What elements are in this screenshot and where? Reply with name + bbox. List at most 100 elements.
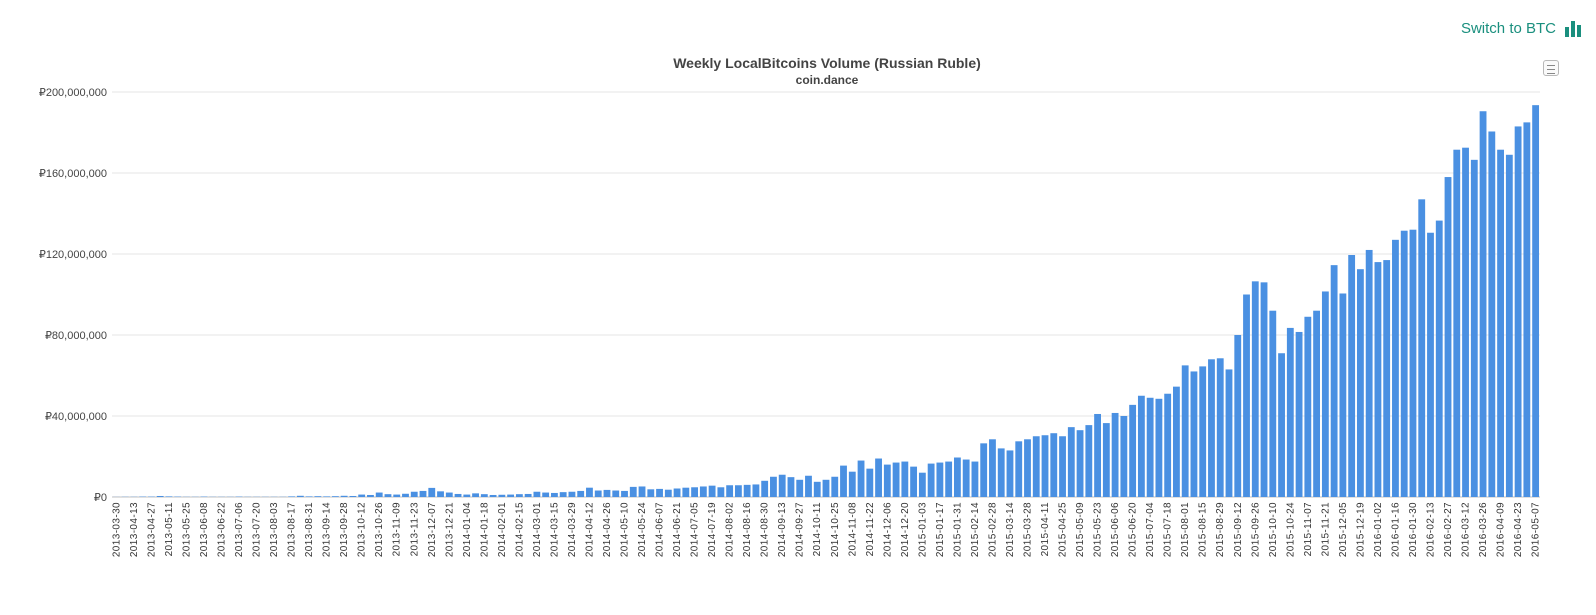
x-tick-label: 2014-04-26: [602, 502, 613, 557]
x-tick-label: 2013-04-13: [129, 502, 140, 557]
bar: [1505, 154, 1513, 497]
chart-subtitle: coin.dance: [796, 73, 859, 87]
bar: [936, 462, 944, 497]
x-tick-label: 2014-06-21: [672, 502, 683, 557]
x-tick-label: 2014-11-22: [865, 502, 876, 556]
bar: [612, 490, 620, 497]
bar: [813, 481, 821, 497]
bar: [472, 493, 479, 497]
bar: [752, 484, 760, 497]
bar: [1435, 220, 1443, 497]
x-tick-label: 2014-06-07: [655, 502, 666, 557]
bar: [1365, 249, 1373, 497]
x-tick-label: 2015-11-21: [1320, 502, 1331, 556]
x-tick-label: 2013-08-17: [287, 502, 298, 557]
x-tick-label: 2015-01-31: [952, 502, 963, 557]
bar: [367, 494, 374, 497]
x-tick-label: 2015-07-04: [1145, 502, 1156, 557]
bar: [165, 496, 173, 497]
x-tick-label: 2013-05-11: [164, 502, 175, 556]
x-tick-label: 2014-09-13: [777, 502, 788, 557]
bar: [1041, 435, 1049, 497]
bar: [533, 491, 541, 497]
bar: [848, 471, 856, 497]
x-tick-label: 2016-05-07: [1531, 502, 1542, 557]
x-tick-label: 2015-08-01: [1180, 502, 1191, 557]
y-tick-label: ₽80,000,000: [45, 330, 107, 342]
x-tick-label: 2015-10-10: [1268, 502, 1279, 557]
x-tick-label: 2014-03-29: [567, 502, 578, 557]
chart-title: Weekly LocalBitcoins Volume (Russian Rub…: [673, 55, 981, 71]
chart-menu-button[interactable]: [1543, 60, 1559, 76]
y-tick-label: ₽160,000,000: [39, 168, 107, 180]
bar: [524, 493, 532, 497]
x-tick-label: 2014-08-16: [742, 502, 753, 557]
x-tick-label: 2014-07-19: [707, 502, 718, 557]
y-tick-label: ₽120,000,000: [39, 249, 107, 261]
x-tick-label: 2013-11-09: [392, 502, 403, 556]
x-tick-label: 2014-11-08: [847, 502, 858, 556]
bar: [1146, 397, 1154, 497]
x-tick-label: 2013-08-03: [269, 502, 280, 557]
bar: [480, 494, 488, 497]
x-tick-label: 2013-06-22: [217, 502, 228, 557]
bar: [796, 479, 804, 497]
bar: [743, 484, 751, 497]
x-tick-label: 2014-09-27: [795, 502, 806, 557]
bar: [559, 492, 567, 497]
x-tick-label: 2016-04-09: [1496, 502, 1507, 557]
bar: [840, 465, 847, 497]
bar: [875, 458, 882, 497]
bar: [805, 475, 812, 497]
bar: [1497, 149, 1504, 497]
x-tick-label: 2013-04-27: [146, 502, 157, 557]
bar: [551, 492, 558, 497]
y-tick-label: ₽40,000,000: [45, 411, 107, 423]
bar: [1181, 365, 1189, 498]
x-tick-label: 2014-02-01: [497, 502, 508, 557]
x-tick-label: 2015-02-28: [987, 502, 998, 557]
bar: [1383, 260, 1391, 497]
x-tick-label: 2015-09-12: [1233, 502, 1244, 557]
bar: [1111, 412, 1119, 497]
x-tick-label: 2014-02-15: [514, 502, 525, 557]
bar: [962, 459, 970, 497]
x-tick-label: 2013-12-21: [444, 502, 455, 557]
bar: [1330, 265, 1338, 497]
x-tick-label: 2016-03-26: [1478, 502, 1489, 557]
bar: [971, 461, 979, 497]
y-tick-label: ₽200,000,000: [39, 87, 107, 99]
bar: [1050, 433, 1058, 497]
bar: [910, 466, 918, 498]
x-tick-label: 2015-03-14: [1005, 502, 1016, 557]
bar: [1067, 427, 1075, 497]
x-tick-label: 2015-06-06: [1110, 502, 1121, 557]
bar: [1208, 359, 1215, 497]
x-tick-label: 2013-06-08: [199, 502, 210, 557]
bar: [1234, 335, 1242, 497]
bar: [384, 494, 392, 497]
bar: [1278, 353, 1285, 497]
bar: [1409, 229, 1417, 497]
hamburger-menu-icon: [1547, 65, 1555, 66]
bar: [507, 494, 515, 497]
bar: [778, 474, 786, 497]
bar: [542, 492, 550, 497]
bar: [393, 494, 401, 497]
x-tick-label: 2016-01-16: [1390, 502, 1401, 557]
x-tick-label: 2015-06-20: [1128, 502, 1139, 557]
switch-to-btc-link[interactable]: Switch to BTC: [1461, 19, 1582, 37]
x-tick-label: 2013-05-25: [181, 502, 192, 557]
x-tick-label: 2016-04-23: [1513, 502, 1524, 557]
x-tick-label: 2016-01-02: [1373, 502, 1384, 557]
bar: [1286, 327, 1294, 497]
bar: [498, 494, 506, 497]
x-tick-label: 2016-02-27: [1443, 502, 1454, 557]
x-tick-label: 2013-12-07: [427, 502, 438, 557]
bar: [288, 496, 296, 497]
bar: [1532, 105, 1540, 497]
bar: [761, 480, 769, 497]
bar: [1120, 416, 1128, 497]
bar: [568, 491, 576, 497]
